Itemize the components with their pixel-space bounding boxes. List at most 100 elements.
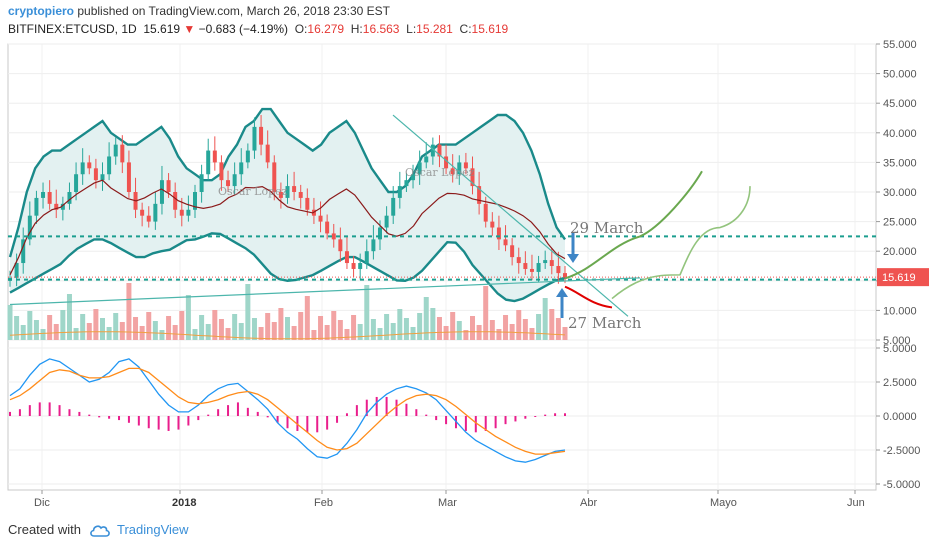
candle-body [523,263,528,269]
candle-body [457,162,462,175]
volume-bar [364,285,370,340]
close-value: 15.619 [471,22,509,36]
volume-bar [542,298,548,340]
volume-bar [430,308,436,340]
bearish-projection-path [564,285,613,309]
watermark-text: Oscar Lopez [218,185,288,198]
candle-body [384,215,389,228]
macd-histogram-bar [187,416,190,426]
macd-histogram-bar [464,416,467,431]
candle-body [325,221,330,234]
candle-body [272,162,277,192]
macd-histogram-bar [375,396,378,416]
candle-body [411,174,416,181]
candle-body [536,263,541,272]
candle-body [318,215,323,222]
candle-body [305,197,310,210]
volume-bar [93,309,99,340]
macd-histogram-bar [38,402,41,416]
macd-line [9,358,566,463]
candle-body [298,192,303,198]
candle-body [67,192,72,204]
volume-bar [126,283,132,340]
volume-bar [258,327,264,340]
volume-bar [456,321,462,340]
candle-body [490,221,495,228]
candle-body [563,273,567,278]
macd-histogram-bar [108,416,111,419]
macd-signal-line [9,367,566,455]
close-label: C: [459,22,472,36]
high-label: H: [350,22,363,36]
price-axis-label: 45.000 [883,98,917,110]
volume-bar [100,318,105,340]
candle-body [529,268,534,272]
volume-bar [291,326,297,340]
tradingview-brand[interactable]: TradingView [89,522,189,537]
volume-bar [218,319,224,340]
candle-body [140,209,145,216]
macd-histogram-bar [554,413,557,416]
annotation-29-march: 29 March [570,219,644,237]
volume-bar [351,315,357,340]
volume-average-line [9,331,566,340]
time-axis-label: Jun [847,497,865,509]
volume-bar [278,308,284,340]
candle-body [543,260,548,264]
volume-bar [212,310,218,340]
author-name[interactable]: cryptopiero [8,4,75,18]
candle-body [378,227,382,240]
macd-histogram-bar [246,407,249,416]
macd-histogram-bar [365,399,368,416]
macd-histogram-bar [306,416,309,433]
chart-header: cryptopiero published on TradingView.com… [8,4,390,18]
time-axis-label: Dic [34,497,50,509]
volume-bar [370,319,376,340]
price-axis-label: 40.000 [883,128,917,140]
volume-bar [450,312,456,340]
macd-histogram-bar [504,416,507,425]
macd-histogram-bar [118,416,121,421]
candle-body [331,233,336,240]
volume-bar [14,316,20,340]
volume-bar [311,330,317,340]
candle-body [549,260,554,266]
macd-axis-label: 2.5000 [883,377,917,389]
symbol-name: BITFINEX:ETCUSD, 1D [8,22,137,36]
low-value: 15.281 [416,22,453,36]
macd-histogram-bar [484,416,487,431]
candle-body [54,203,59,210]
candle-body [510,245,515,258]
macd-histogram-bar [524,416,527,419]
candle-body [556,266,561,274]
volume-bar [66,294,72,340]
candle-body [199,174,204,192]
bollinger-upper-line [8,107,566,258]
candle-body [34,197,39,216]
candle-body [391,197,396,216]
volume-bar [483,286,489,340]
macd-histogram-bar [227,405,230,416]
volume-bar [33,320,39,340]
macd-histogram-bar [474,416,477,433]
macd-histogram-bar [68,409,71,416]
volume-bar [331,311,337,340]
volume-bar [113,313,119,340]
volume-bar [271,322,277,340]
candle-body [450,168,455,175]
recovery-projection-path [611,186,751,300]
volume-bar [377,328,383,340]
volume-bar [562,327,568,340]
candle-body [120,144,125,163]
macd-histogram-bar [167,416,170,431]
macd-histogram-bar [236,402,239,416]
low-label: L: [406,22,417,36]
macd-histogram-bar [256,411,259,416]
macd-histogram-bar [514,416,517,422]
candle-body [424,156,429,163]
candle-body [21,239,26,264]
macd-histogram-bar [177,416,180,430]
candle-body [483,203,488,222]
volume-bar [436,317,442,340]
